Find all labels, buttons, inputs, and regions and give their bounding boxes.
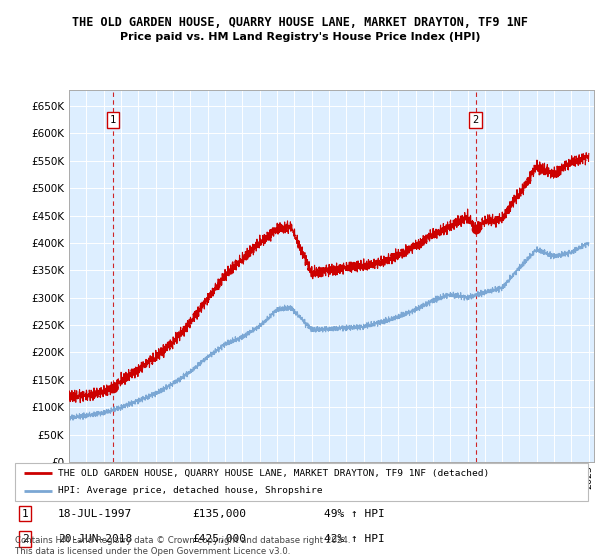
Text: £135,000: £135,000 bbox=[193, 508, 247, 519]
FancyBboxPatch shape bbox=[15, 463, 588, 501]
Text: 2: 2 bbox=[473, 115, 479, 125]
Text: THE OLD GARDEN HOUSE, QUARRY HOUSE LANE, MARKET DRAYTON, TF9 1NF (detached): THE OLD GARDEN HOUSE, QUARRY HOUSE LANE,… bbox=[58, 469, 489, 478]
Text: 20-JUN-2018: 20-JUN-2018 bbox=[58, 534, 132, 544]
Text: HPI: Average price, detached house, Shropshire: HPI: Average price, detached house, Shro… bbox=[58, 487, 322, 496]
Text: THE OLD GARDEN HOUSE, QUARRY HOUSE LANE, MARKET DRAYTON, TF9 1NF: THE OLD GARDEN HOUSE, QUARRY HOUSE LANE,… bbox=[72, 16, 528, 29]
Text: Price paid vs. HM Land Registry's House Price Index (HPI): Price paid vs. HM Land Registry's House … bbox=[120, 32, 480, 42]
Text: 1: 1 bbox=[22, 508, 29, 519]
Text: 42% ↑ HPI: 42% ↑ HPI bbox=[325, 534, 385, 544]
Text: 49% ↑ HPI: 49% ↑ HPI bbox=[325, 508, 385, 519]
Text: £425,000: £425,000 bbox=[193, 534, 247, 544]
Text: 1: 1 bbox=[110, 115, 116, 125]
Text: 18-JUL-1997: 18-JUL-1997 bbox=[58, 508, 132, 519]
Text: 2: 2 bbox=[22, 534, 29, 544]
Text: Contains HM Land Registry data © Crown copyright and database right 2024.
This d: Contains HM Land Registry data © Crown c… bbox=[15, 536, 350, 556]
